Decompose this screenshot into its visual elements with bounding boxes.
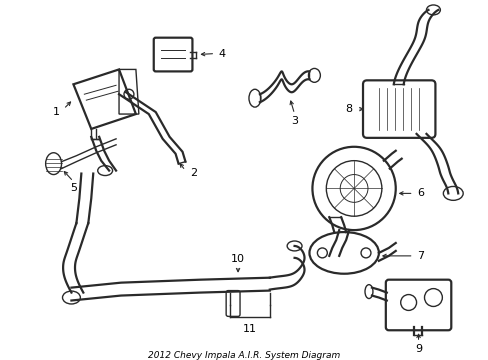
- Ellipse shape: [286, 241, 302, 251]
- Ellipse shape: [62, 291, 80, 304]
- Text: 5: 5: [70, 184, 77, 193]
- Text: 10: 10: [231, 254, 244, 264]
- Text: 1: 1: [53, 107, 60, 117]
- Ellipse shape: [98, 166, 112, 176]
- Ellipse shape: [443, 186, 462, 200]
- Ellipse shape: [426, 5, 440, 15]
- Ellipse shape: [248, 89, 260, 107]
- Ellipse shape: [45, 153, 61, 175]
- Text: 2012 Chevy Impala A.I.R. System Diagram: 2012 Chevy Impala A.I.R. System Diagram: [147, 351, 340, 360]
- Ellipse shape: [309, 232, 378, 274]
- Ellipse shape: [326, 251, 341, 261]
- FancyBboxPatch shape: [362, 80, 434, 138]
- Text: 9: 9: [414, 344, 421, 354]
- Ellipse shape: [364, 285, 372, 298]
- FancyBboxPatch shape: [225, 291, 240, 316]
- Text: 6: 6: [416, 188, 423, 198]
- Text: 11: 11: [243, 324, 256, 334]
- Text: 8: 8: [345, 104, 352, 114]
- Text: 3: 3: [290, 116, 298, 126]
- Text: 4: 4: [218, 49, 225, 59]
- Ellipse shape: [308, 68, 320, 82]
- Text: 2: 2: [189, 167, 197, 177]
- Text: 7: 7: [416, 251, 423, 261]
- FancyBboxPatch shape: [153, 38, 192, 71]
- FancyBboxPatch shape: [385, 280, 450, 330]
